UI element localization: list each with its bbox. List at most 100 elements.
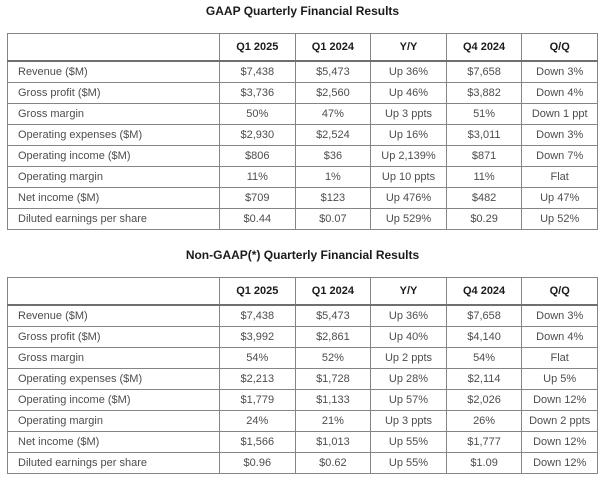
- metric-value: Up 3 ppts: [370, 410, 447, 432]
- metric-value: $4,140: [445, 326, 523, 348]
- metric-value: $1,779: [219, 389, 296, 411]
- gaap-results-table: Q1 2025 Q1 2024 Y/Y Q4 2024 Q/Q Revenue ($M)…: [7, 33, 598, 230]
- metric-value: Down 3%: [521, 60, 598, 83]
- metric-value: $5,473: [294, 304, 372, 327]
- metric-value: Down 3%: [521, 304, 598, 327]
- metric-value: $1.09: [445, 452, 523, 474]
- metric-value: 21%: [294, 410, 372, 432]
- metric-value: $1,777: [445, 431, 523, 453]
- metric-value: $0.07: [294, 208, 372, 230]
- metric-label: Diluted earnings per share: [7, 452, 220, 474]
- metric-value: Down 12%: [521, 452, 598, 474]
- metric-value: Down 4%: [521, 82, 598, 104]
- metric-label: Net income ($M): [7, 431, 220, 453]
- metric-value: $806: [219, 145, 296, 167]
- metric-value: 11%: [219, 166, 296, 188]
- metric-value: $0.44: [219, 208, 296, 230]
- metric-value: Up 3 ppts: [370, 103, 447, 125]
- metric-value: $0.96: [219, 452, 296, 474]
- metric-value: Up 55%: [370, 452, 447, 474]
- metric-value: $7,438: [219, 304, 296, 327]
- metric-value: $7,658: [445, 60, 523, 83]
- metric-label-header: [7, 277, 220, 306]
- table-row: Net income ($M) $1,566 $1,013 Up 55% $1,777 D…: [7, 431, 598, 453]
- metric-value: Up 2 ppts: [370, 347, 447, 369]
- metric-label: Revenue ($M): [7, 304, 220, 327]
- non-gaap-results-section: Non-GAAP(*) Quarterly Financial Results …: [7, 249, 598, 474]
- table-row: Operating expenses ($M) $2,213 $1,728 Up 28…: [7, 368, 598, 390]
- metric-value: Down 12%: [521, 389, 598, 411]
- gaap-table-header: Q1 2025 Q1 2024 Y/Y Q4 2024 Q/Q: [7, 33, 598, 62]
- non-gaap-results-table: Q1 2025 Q1 2024 Y/Y Q4 2024 Q/Q Revenue ($M)…: [7, 277, 598, 474]
- metric-value: $0.29: [445, 208, 523, 230]
- metric-value: Up 52%: [521, 208, 598, 230]
- metric-value: $3,992: [219, 326, 296, 348]
- metric-label: Operating margin: [7, 166, 220, 188]
- table-row: Net income ($M) $709 $123 Up 476% $482 Up 47%: [7, 187, 598, 209]
- metric-label: Gross profit ($M): [7, 326, 220, 348]
- period-column-header: Q1 2024: [294, 277, 372, 306]
- metric-value: 50%: [219, 103, 296, 125]
- metric-label: Operating expenses ($M): [7, 124, 220, 146]
- period-column-header: Y/Y: [370, 33, 447, 62]
- metric-label: Revenue ($M): [7, 60, 220, 83]
- section-divider-gap: [7, 230, 598, 249]
- metric-value: Up 2,139%: [370, 145, 447, 167]
- metric-value: Up 55%: [370, 431, 447, 453]
- metric-value: $2,560: [294, 82, 372, 104]
- metric-value: 11%: [445, 166, 523, 188]
- gaap-table-title: GAAP Quarterly Financial Results: [205, 4, 400, 18]
- metric-label: Diluted earnings per share: [7, 208, 220, 230]
- table-row: Gross profit ($M) $3,992 $2,861 Up 40% $4,14…: [7, 326, 598, 348]
- metric-value: Down 1 ppt: [521, 103, 598, 125]
- metric-value: $482: [445, 187, 523, 209]
- metric-value: $36: [294, 145, 372, 167]
- metric-value: $1,133: [294, 389, 372, 411]
- metric-label: Operating income ($M): [7, 389, 220, 411]
- metric-value: 47%: [294, 103, 372, 125]
- metric-value: 24%: [219, 410, 296, 432]
- table-row: Gross profit ($M) $3,736 $2,560 Up 46% $3,88…: [7, 82, 598, 104]
- metric-value: Up 476%: [370, 187, 447, 209]
- metric-value: Flat: [521, 166, 598, 188]
- metric-value: Up 47%: [521, 187, 598, 209]
- metric-value: 54%: [219, 347, 296, 369]
- metric-value: $7,438: [219, 60, 296, 83]
- table-row: Gross margin 50% 47% Up 3 ppts 51% Down 1 ppt: [7, 103, 598, 125]
- metric-value: Down 2 ppts: [521, 410, 598, 432]
- metric-label: Gross margin: [7, 347, 220, 369]
- period-column-header: Q4 2024: [445, 277, 523, 306]
- non-gaap-table-header: Q1 2025 Q1 2024 Y/Y Q4 2024 Q/Q: [7, 277, 598, 306]
- metric-value: Up 28%: [370, 368, 447, 390]
- metric-value: 51%: [445, 103, 523, 125]
- metric-value: 54%: [445, 347, 523, 369]
- metric-value: Up 36%: [370, 304, 447, 327]
- metric-label-header: [7, 33, 220, 62]
- period-column-header: Q1 2025: [219, 277, 296, 306]
- table-row: Operating expenses ($M) $2,930 $2,524 Up 16…: [7, 124, 598, 146]
- metric-value: Down 12%: [521, 431, 598, 453]
- metric-value: $3,011: [445, 124, 523, 146]
- metric-value: Down 3%: [521, 124, 598, 146]
- metric-label: Net income ($M): [7, 187, 220, 209]
- period-column-header: Q/Q: [521, 277, 598, 306]
- table-row: Revenue ($M) $7,438 $5,473 Up 36% $7,658 Down…: [7, 60, 598, 83]
- metric-value: $709: [219, 187, 296, 209]
- metric-value: Up 10 ppts: [370, 166, 447, 188]
- metric-label: Operating expenses ($M): [7, 368, 220, 390]
- period-column-header: Q1 2025: [219, 33, 296, 62]
- metric-value: Up 5%: [521, 368, 598, 390]
- metric-value: $3,736: [219, 82, 296, 104]
- metric-value: Flat: [521, 347, 598, 369]
- gaap-results-section: GAAP Quarterly Financial Results Q1 2025…: [7, 5, 598, 230]
- metric-value: $2,861: [294, 326, 372, 348]
- metric-label: Gross margin: [7, 103, 220, 125]
- metric-label: Operating income ($M): [7, 145, 220, 167]
- metric-value: 1%: [294, 166, 372, 188]
- period-column-header: Q/Q: [521, 33, 598, 62]
- metric-value: Up 16%: [370, 124, 447, 146]
- table-row: Revenue ($M) $7,438 $5,473 Up 36% $7,658 Down…: [7, 304, 598, 327]
- metric-value: $3,882: [445, 82, 523, 104]
- period-column-header: Y/Y: [370, 277, 447, 306]
- metric-value: $7,658: [445, 304, 523, 327]
